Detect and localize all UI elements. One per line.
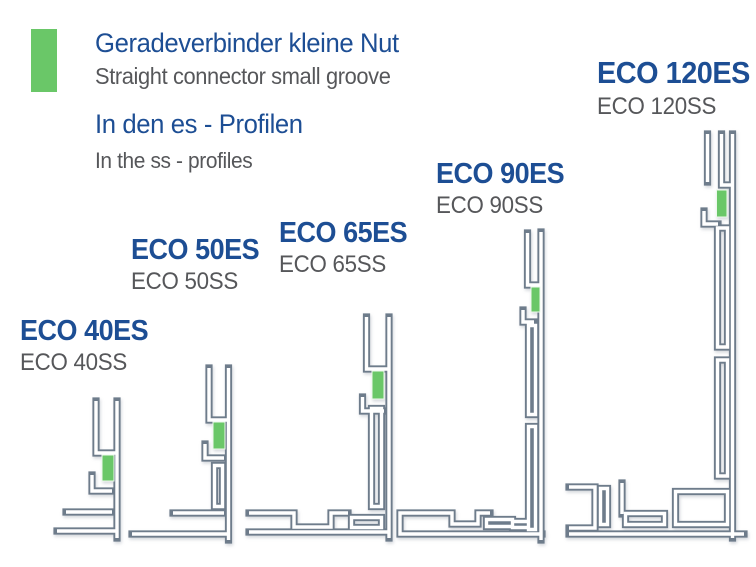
legend-title-en: Straight connector small groove xyxy=(95,63,391,89)
connector-block xyxy=(371,370,385,400)
label-eco-50: ECO 50ES ECO 50SS xyxy=(131,234,260,296)
profile-drawing-eco-90es xyxy=(394,228,554,546)
profile-drawing-eco-40es xyxy=(46,392,130,548)
label-eco-120: ECO 120ES ECO 120SS xyxy=(597,55,750,120)
profile-name-ss: ECO 65SS xyxy=(279,251,386,279)
profile-name-es: ECO 40ES xyxy=(20,315,149,347)
profile-name-ss: ECO 40SS xyxy=(20,349,127,377)
profile-name-es: ECO 65ES xyxy=(279,217,408,249)
profile-name-ss: ECO 50SS xyxy=(131,268,238,296)
connector-block xyxy=(716,189,728,218)
label-eco-65: ECO 65ES ECO 65SS xyxy=(279,217,408,279)
connector-block xyxy=(212,421,226,450)
connector-color-swatch xyxy=(31,29,57,92)
label-eco-90: ECO 90ES ECO 90SS xyxy=(436,158,565,220)
legend-subtitle-en: In the ss - profiles xyxy=(95,148,253,173)
legend-title-de: Geradeverbinder kleine Nut xyxy=(95,28,399,58)
profile-name-ss: ECO 90SS xyxy=(436,192,543,220)
profile-name-es: ECO 120ES xyxy=(597,55,750,90)
profile-drawing-eco-120es xyxy=(560,128,756,546)
connector-block xyxy=(530,286,541,313)
label-eco-40: ECO 40ES ECO 40SS xyxy=(20,315,149,377)
profile-drawing-eco-50es xyxy=(126,360,238,546)
legend-subtitle-de: In den es - Profilen xyxy=(95,109,303,139)
connector-block xyxy=(101,454,115,482)
profile-name-ss: ECO 120SS xyxy=(597,92,717,120)
profile-drawing-eco-65es xyxy=(240,313,400,545)
profile-name-es: ECO 50ES xyxy=(131,234,260,266)
profile-name-es: ECO 90ES xyxy=(436,158,565,190)
